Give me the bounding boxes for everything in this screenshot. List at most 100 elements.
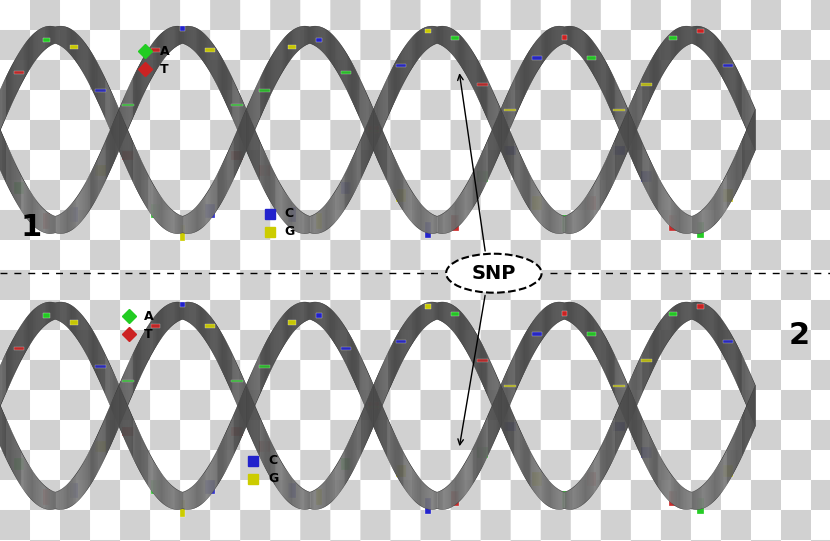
Polygon shape	[238, 367, 239, 410]
Polygon shape	[498, 389, 499, 432]
Polygon shape	[653, 331, 654, 369]
Polygon shape	[85, 457, 86, 492]
Polygon shape	[328, 31, 329, 60]
Polygon shape	[647, 65, 648, 105]
Polygon shape	[452, 204, 453, 230]
Polygon shape	[206, 193, 207, 225]
Polygon shape	[629, 104, 630, 148]
Polygon shape	[625, 114, 627, 157]
Polygon shape	[309, 216, 310, 233]
Polygon shape	[195, 483, 196, 508]
Polygon shape	[187, 214, 188, 234]
Polygon shape	[136, 149, 137, 190]
Polygon shape	[589, 313, 590, 345]
Polygon shape	[72, 306, 73, 333]
Polygon shape	[382, 404, 383, 447]
Polygon shape	[395, 435, 396, 474]
Polygon shape	[591, 188, 592, 221]
Polygon shape	[285, 36, 286, 68]
Polygon shape	[206, 311, 207, 342]
Polygon shape	[381, 402, 382, 445]
Polygon shape	[747, 366, 748, 408]
Polygon shape	[714, 35, 715, 65]
Polygon shape	[278, 181, 280, 215]
Polygon shape	[400, 445, 401, 483]
Polygon shape	[662, 461, 663, 494]
Polygon shape	[311, 27, 312, 44]
Polygon shape	[532, 178, 533, 214]
Polygon shape	[123, 118, 124, 161]
Polygon shape	[212, 319, 213, 354]
Polygon shape	[688, 302, 690, 321]
Polygon shape	[496, 393, 497, 437]
Polygon shape	[152, 43, 154, 77]
Polygon shape	[289, 474, 290, 503]
Polygon shape	[120, 390, 122, 433]
Polygon shape	[635, 91, 636, 134]
Polygon shape	[682, 211, 684, 233]
Polygon shape	[641, 139, 642, 181]
Polygon shape	[69, 206, 70, 232]
Polygon shape	[204, 309, 205, 340]
Polygon shape	[350, 437, 351, 476]
Polygon shape	[740, 351, 741, 393]
Polygon shape	[415, 196, 416, 226]
Polygon shape	[315, 489, 316, 510]
Polygon shape	[60, 490, 61, 510]
Polygon shape	[603, 440, 604, 478]
Polygon shape	[604, 59, 605, 98]
Polygon shape	[117, 112, 118, 155]
Polygon shape	[624, 392, 625, 435]
Polygon shape	[546, 477, 547, 505]
Polygon shape	[48, 489, 49, 510]
Polygon shape	[413, 35, 414, 67]
Polygon shape	[363, 84, 364, 127]
Polygon shape	[282, 315, 283, 348]
Polygon shape	[99, 341, 100, 381]
Polygon shape	[252, 368, 253, 411]
Polygon shape	[6, 75, 7, 117]
Polygon shape	[581, 306, 583, 334]
Polygon shape	[694, 26, 695, 45]
Polygon shape	[275, 50, 276, 87]
Bar	[613, 385, 625, 387]
Polygon shape	[321, 27, 322, 51]
Polygon shape	[108, 132, 110, 175]
Polygon shape	[187, 302, 188, 321]
Polygon shape	[528, 170, 529, 208]
Polygon shape	[672, 200, 673, 228]
Polygon shape	[398, 56, 399, 95]
Polygon shape	[273, 328, 274, 366]
Polygon shape	[572, 302, 573, 324]
Polygon shape	[516, 348, 517, 390]
Polygon shape	[364, 89, 365, 131]
Polygon shape	[741, 141, 742, 182]
Polygon shape	[196, 28, 198, 54]
Polygon shape	[160, 471, 161, 502]
Polygon shape	[44, 485, 45, 509]
Polygon shape	[520, 341, 521, 381]
Polygon shape	[713, 34, 714, 64]
Polygon shape	[231, 351, 232, 392]
Polygon shape	[319, 302, 320, 325]
Polygon shape	[190, 27, 192, 48]
Polygon shape	[716, 467, 717, 499]
Polygon shape	[52, 302, 53, 321]
Polygon shape	[726, 448, 728, 485]
Polygon shape	[655, 170, 656, 208]
Polygon shape	[331, 196, 332, 226]
Polygon shape	[69, 481, 70, 507]
Polygon shape	[498, 113, 499, 156]
Polygon shape	[95, 162, 96, 201]
Bar	[477, 83, 488, 86]
Polygon shape	[173, 27, 174, 49]
Polygon shape	[348, 332, 349, 371]
Polygon shape	[68, 483, 69, 508]
Polygon shape	[19, 172, 21, 209]
Polygon shape	[390, 70, 391, 111]
Polygon shape	[288, 33, 289, 63]
Polygon shape	[125, 92, 126, 135]
Polygon shape	[712, 309, 713, 339]
Polygon shape	[509, 365, 510, 407]
Polygon shape	[324, 206, 325, 232]
